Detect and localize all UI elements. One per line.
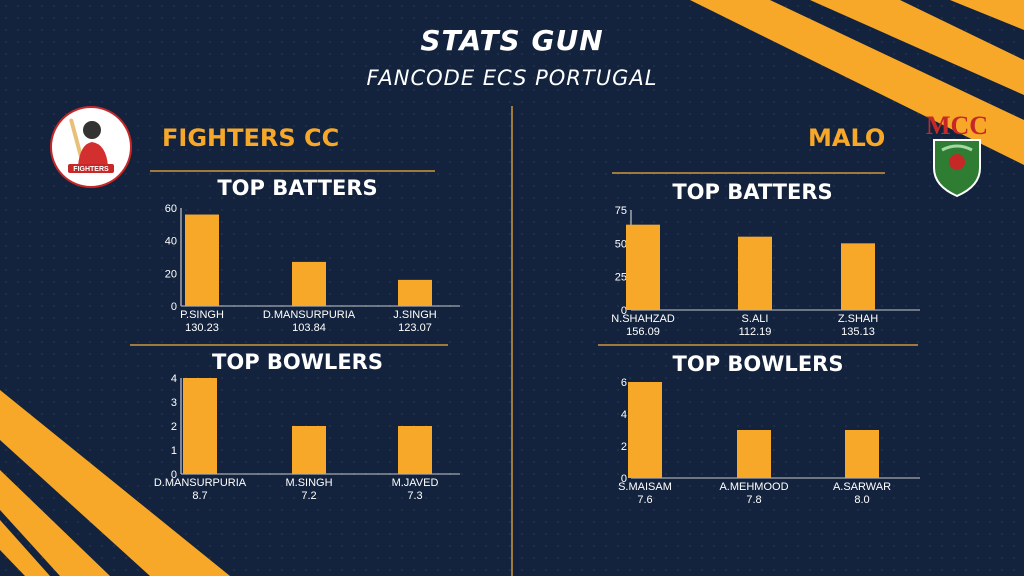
x-category-label: J.SINGH (393, 309, 436, 321)
x-category-label: A.SARWAR (833, 481, 891, 493)
bar-msingh (292, 426, 326, 474)
x-category-label: N.SHAHZAD (611, 313, 675, 325)
malo-logo-text: MCC (926, 111, 988, 140)
center-divider (511, 106, 513, 576)
bar-psingh (185, 214, 219, 306)
x-sublabel: 112.19 (739, 326, 772, 338)
stripe-top-right-3 (950, 0, 1024, 30)
x-category-label: P.SINGH (180, 309, 224, 321)
y-tick-label: 25 (615, 272, 627, 284)
section-title-right-bowlers: TOP BOWLERS (672, 352, 844, 376)
x-sublabel: 7.3 (407, 490, 422, 502)
y-tick-label: 3 (171, 397, 177, 409)
section-title-left-bowlers: TOP BOWLERS (212, 350, 383, 374)
team-name-fighters-cc: FIGHTERS CC (162, 124, 340, 152)
y-tick-label: 75 (615, 205, 627, 217)
divider-right-batters (612, 172, 885, 174)
x-sublabel: 7.8 (746, 494, 761, 506)
y-tick-label: 4 (171, 373, 177, 385)
y-tick-label: 0 (621, 305, 627, 317)
x-category-label: A.MEHMOOD (719, 481, 788, 493)
x-sublabel: 103.84 (292, 322, 326, 334)
y-tick-label: 50 (615, 238, 627, 250)
stripe-bottom-left-3 (0, 520, 50, 576)
x-sublabel: 135.13 (841, 326, 875, 338)
y-tick-label: 0 (171, 469, 177, 481)
y-tick-label: 0 (621, 473, 627, 485)
x-category-label: M.JAVED (392, 477, 439, 489)
x-category-label: M.SINGH (285, 477, 332, 489)
y-tick-label: 20 (165, 268, 177, 280)
x-category-label: S.MAISAM (618, 481, 672, 493)
bar-dmansurpuria (292, 261, 326, 306)
x-sublabel: 156.09 (626, 326, 660, 338)
team-name-malo: MALO (808, 124, 886, 152)
y-tick-label: 40 (165, 236, 177, 248)
x-category-label: S.ALI (742, 313, 769, 325)
page-title: STATS GUN (420, 24, 604, 57)
y-tick-label: 60 (165, 203, 177, 215)
y-tick-label: 2 (171, 421, 177, 433)
fighters-logo-text: FIGHTERS (73, 166, 109, 173)
x-sublabel: 123.07 (398, 322, 432, 334)
divider-left-batters (150, 170, 435, 172)
x-sublabel: 8.0 (854, 494, 869, 506)
bar-amehmood (737, 430, 771, 478)
x-sublabel: 7.2 (301, 490, 316, 502)
y-tick-label: 4 (621, 409, 627, 421)
y-tick-label: 1 (171, 445, 177, 457)
x-sublabel: 7.6 (637, 494, 652, 506)
y-tick-label: 2 (621, 441, 627, 453)
section-title-right-batters: TOP BATTERS (672, 180, 833, 204)
bar-zshah (841, 243, 875, 310)
bar-jsingh (398, 279, 432, 306)
stripe-bottom-left-1 (0, 390, 230, 576)
x-category-label: D.MANSURPURIA (263, 309, 356, 321)
bar-asarwar (845, 430, 879, 478)
bar-dmansurpuria (183, 378, 217, 474)
stripe-top-right-1 (690, 0, 1024, 165)
page-subtitle: FANCODE ECS PORTUGAL (366, 66, 658, 90)
malo-cc-logo: MCC (926, 111, 988, 198)
x-category-label: Z.SHAH (838, 313, 878, 325)
x-sublabel: 130.23 (185, 322, 219, 334)
divider-left-bowlers (130, 344, 448, 346)
stripe-top-right-2 (810, 0, 1024, 95)
section-title-left-batters: TOP BATTERS (217, 176, 378, 200)
bar-mjaved (398, 426, 432, 474)
y-tick-label: 0 (171, 301, 177, 313)
bar-nshahzad (626, 224, 660, 310)
x-sublabel: 8.7 (192, 490, 207, 502)
x-category-label: D.MANSURPURIA (154, 477, 247, 489)
stripe-bottom-left-2 (0, 470, 110, 576)
divider-right-bowlers (598, 344, 918, 346)
bar-smaisam (628, 382, 662, 478)
bar-sali (738, 236, 772, 310)
y-tick-label: 6 (621, 377, 627, 389)
fighters-cc-logo: FIGHTERS (50, 106, 132, 188)
